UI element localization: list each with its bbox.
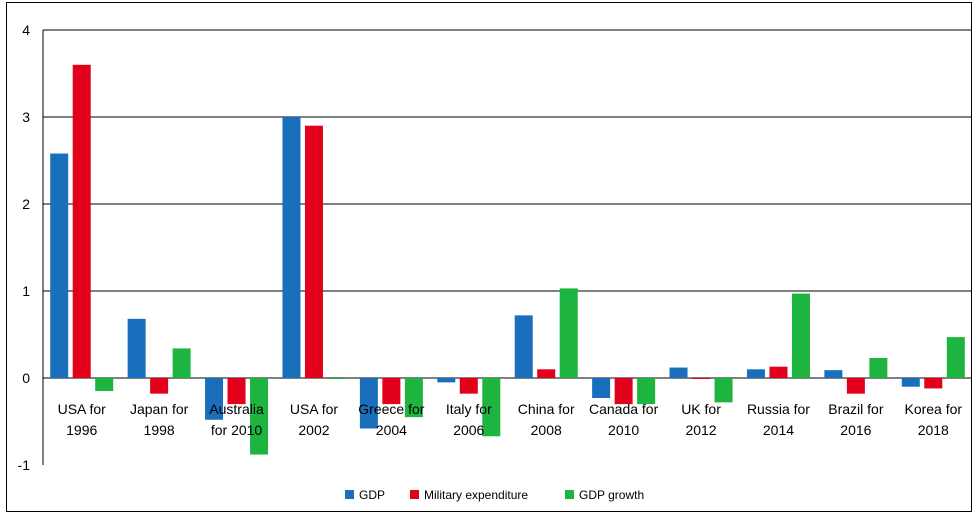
bar-military-expenditure [769, 366, 788, 378]
bar-gdp [437, 378, 456, 383]
y-tick-label: 1 [22, 283, 30, 299]
y-axis-tick-labels: 4 3 2 1 0 -1 [18, 22, 31, 473]
category-label: Australia for 2010 [209, 401, 264, 438]
legend-label: GDP [359, 488, 385, 502]
bar-gdp-growth [327, 378, 346, 379]
bar-gdp [282, 117, 301, 378]
bar-gdp [514, 315, 533, 378]
legend-swatch [565, 490, 574, 499]
bar-gdp [669, 367, 688, 378]
bar-gdp-growth [559, 288, 578, 378]
bar-gdp-growth [172, 348, 191, 378]
bar-military-expenditure [382, 378, 401, 405]
legend-swatch [345, 490, 354, 499]
bar-gdp [824, 370, 843, 378]
bar-military-expenditure [614, 378, 633, 405]
bar-military-expenditure [150, 378, 169, 394]
bar-gdp-growth [791, 293, 810, 378]
bar-gdp [359, 378, 378, 429]
bar-military-expenditure [459, 378, 478, 394]
bar-gdp-growth [250, 378, 269, 455]
category-label: Italy for 2006 [446, 401, 492, 438]
bar-gdp-growth [482, 378, 501, 437]
y-tick-label: 3 [22, 109, 30, 125]
category-label: Canada for 2010 [589, 401, 659, 438]
legend-swatch [410, 490, 419, 499]
bar-gdp-growth [869, 357, 888, 378]
legend-label: Military expenditure [424, 488, 528, 502]
bar-gdp-growth [714, 378, 733, 403]
bar-gdp [746, 369, 765, 378]
bar-gdp-growth [946, 337, 965, 378]
y-tick-label: 0 [22, 370, 30, 386]
bar-military-expenditure [304, 125, 323, 378]
category-label: Japan for 1998 [130, 401, 189, 438]
gridlines [42, 29, 972, 465]
bar-military-expenditure [924, 378, 943, 389]
category-label: Greece for 2004 [358, 401, 424, 438]
category-label: Korea for 2018 [904, 401, 962, 438]
category-label: USA for 1996 [58, 401, 107, 438]
y-tick-label: 4 [22, 22, 30, 38]
bar-gdp-growth [404, 378, 423, 418]
bar-military-expenditure [227, 378, 246, 405]
bar-military-expenditure [692, 378, 711, 379]
bar-gdp [901, 378, 920, 387]
y-tick-label: -1 [18, 457, 31, 473]
bar-gdp-growth [637, 378, 656, 405]
category-label: UK for 2012 [681, 401, 721, 438]
category-label: Russia for 2014 [747, 401, 810, 438]
bar-gdp [127, 318, 146, 378]
bar-gdp [205, 378, 224, 420]
category-label: Brazil for 2016 [828, 401, 884, 438]
bar-gdp-growth [95, 378, 114, 392]
bar-military-expenditure [537, 369, 556, 378]
legend: GDP Military expenditure GDP growth [345, 488, 644, 502]
legend-label: GDP growth [579, 488, 644, 502]
category-label: China for 2008 [518, 401, 575, 438]
bar-military-expenditure [72, 64, 91, 379]
bars [50, 64, 965, 455]
x-axis-category-labels: USA for 1996 Japan for 1998 Australia for 201… [58, 401, 963, 438]
category-label: USA for 2002 [290, 401, 339, 438]
bar-military-expenditure [846, 378, 865, 394]
bar-gdp [592, 378, 611, 399]
y-tick-label: 2 [22, 196, 30, 212]
bar-gdp [50, 153, 69, 378]
